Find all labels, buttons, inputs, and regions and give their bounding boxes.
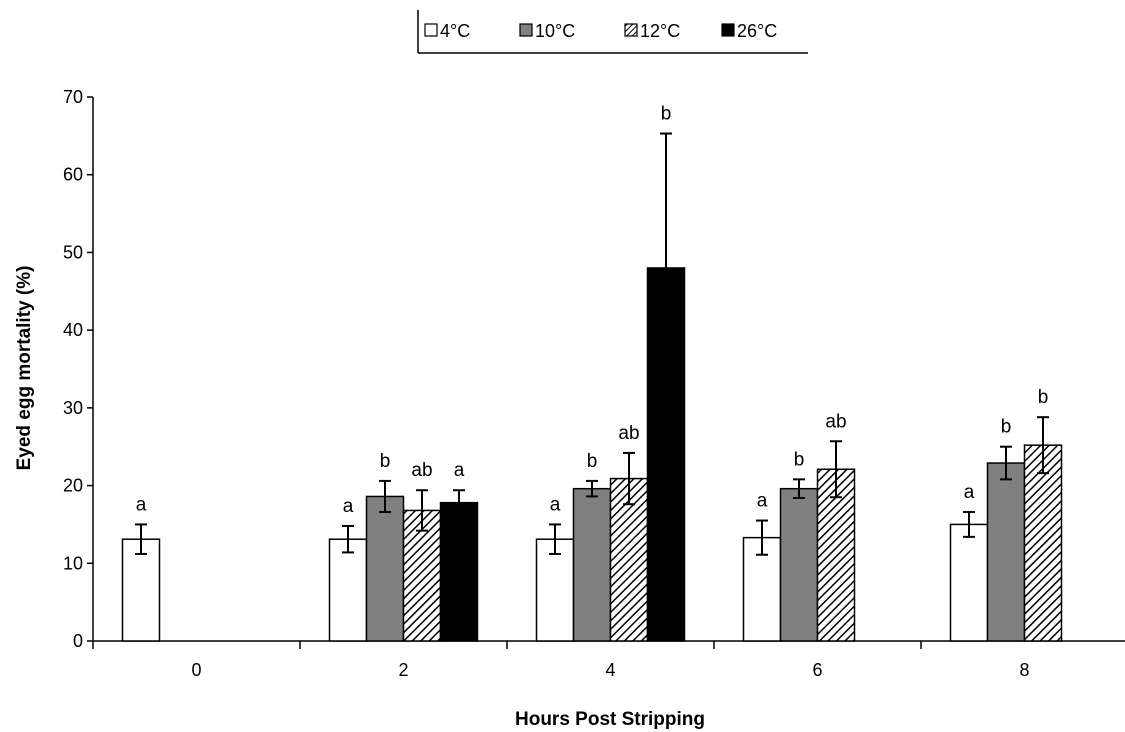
bar — [949, 523, 989, 642]
x-tick-label: 0 — [191, 660, 201, 680]
y-tick-label: 70 — [63, 87, 83, 107]
significance-label: a — [550, 494, 561, 515]
significance-label: b — [1038, 387, 1049, 408]
bar — [328, 538, 368, 642]
y-tick-label: 30 — [63, 398, 83, 418]
significance-label: a — [757, 491, 768, 512]
significance-label: ab — [825, 411, 846, 432]
bar — [572, 487, 612, 642]
significance-label: a — [454, 460, 465, 481]
legend-label: 26°C — [737, 21, 777, 41]
bar — [779, 487, 819, 642]
y-tick-label: 10 — [63, 553, 83, 573]
x-tick-label: 6 — [812, 660, 822, 680]
significance-label: a — [136, 494, 147, 515]
significance-label: b — [794, 449, 805, 470]
significance-label: ab — [411, 460, 432, 481]
y-tick-label: 60 — [63, 165, 83, 185]
legend-label: 4°C — [440, 21, 470, 41]
y-tick-label: 0 — [73, 631, 83, 651]
x-axis-title: Hours Post Stripping — [515, 709, 705, 730]
significance-label: b — [1001, 417, 1012, 438]
bar — [121, 538, 161, 642]
significance-label: b — [380, 451, 391, 472]
legend-label: 12°C — [640, 21, 680, 41]
legend: 4°C 10°C 12°C 26°C — [417, 10, 808, 54]
significance-label: a — [343, 496, 354, 517]
y-axis-title: Eyed egg mortality (%) — [14, 266, 35, 471]
legend-label: 10°C — [535, 21, 575, 41]
x-tick-label: 2 — [398, 660, 408, 680]
significance-label: b — [587, 451, 598, 472]
bar — [986, 462, 1026, 642]
bar — [402, 509, 442, 642]
legend-swatch — [624, 23, 638, 37]
bar — [365, 495, 405, 642]
x-tick-label: 4 — [605, 660, 615, 680]
significance-label: b — [661, 104, 672, 125]
significance-label: ab — [618, 423, 639, 444]
bar — [609, 477, 649, 642]
y-tick-label: 20 — [63, 476, 83, 496]
bar — [1023, 444, 1063, 642]
legend-swatch — [519, 23, 533, 37]
significance-label: a — [964, 482, 975, 503]
legend-swatch — [721, 23, 735, 37]
legend-swatch — [424, 23, 438, 37]
bar — [439, 501, 479, 642]
y-tick-label: 50 — [63, 242, 83, 262]
x-tick-label: 8 — [1019, 660, 1029, 680]
y-tick-label: 40 — [63, 320, 83, 340]
